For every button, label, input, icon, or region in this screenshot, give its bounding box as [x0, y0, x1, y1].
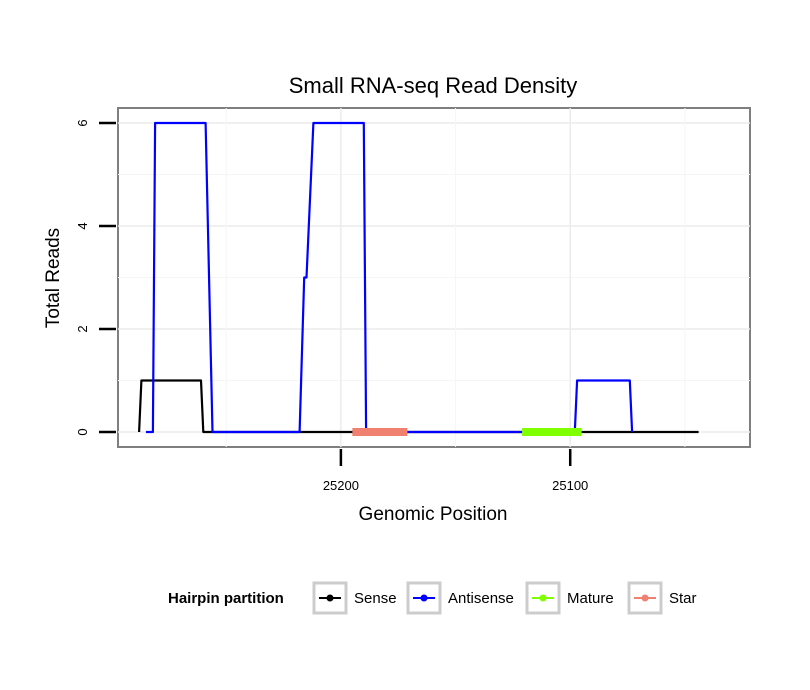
- x-tick-label: 25100: [552, 478, 588, 493]
- legend-label-star: Star: [669, 590, 697, 607]
- x-axis-label: Genomic Position: [359, 504, 508, 525]
- y-axis-label: Total Reads: [43, 228, 64, 328]
- axis-layer: 0 2 4 6 25200 25100: [75, 119, 588, 493]
- x-tick-label: 25200: [323, 478, 359, 493]
- y-tick-label: 0: [75, 428, 90, 435]
- y-tick-label: 2: [75, 325, 90, 332]
- legend-label-mature: Mature: [567, 590, 614, 607]
- legend-key-point: [326, 594, 334, 602]
- series-layer: [138, 121, 699, 436]
- legend-title: Hairpin partition: [168, 590, 284, 607]
- legend-key-point: [420, 594, 428, 602]
- legend-key-point: [641, 594, 649, 602]
- legend-label-antisense: Antisense: [448, 590, 514, 607]
- chart-title: Small RNA-seq Read Density: [289, 73, 578, 98]
- y-tick-label: 4: [75, 222, 90, 229]
- y-tick-label: 6: [75, 119, 90, 126]
- legend: Hairpin partition Sense Antisense Mature St…: [168, 581, 697, 615]
- legend-key-point: [539, 594, 547, 602]
- legend-label-sense: Sense: [354, 590, 397, 607]
- grid-layer: [118, 108, 750, 447]
- series-antisense-line: [146, 121, 634, 434]
